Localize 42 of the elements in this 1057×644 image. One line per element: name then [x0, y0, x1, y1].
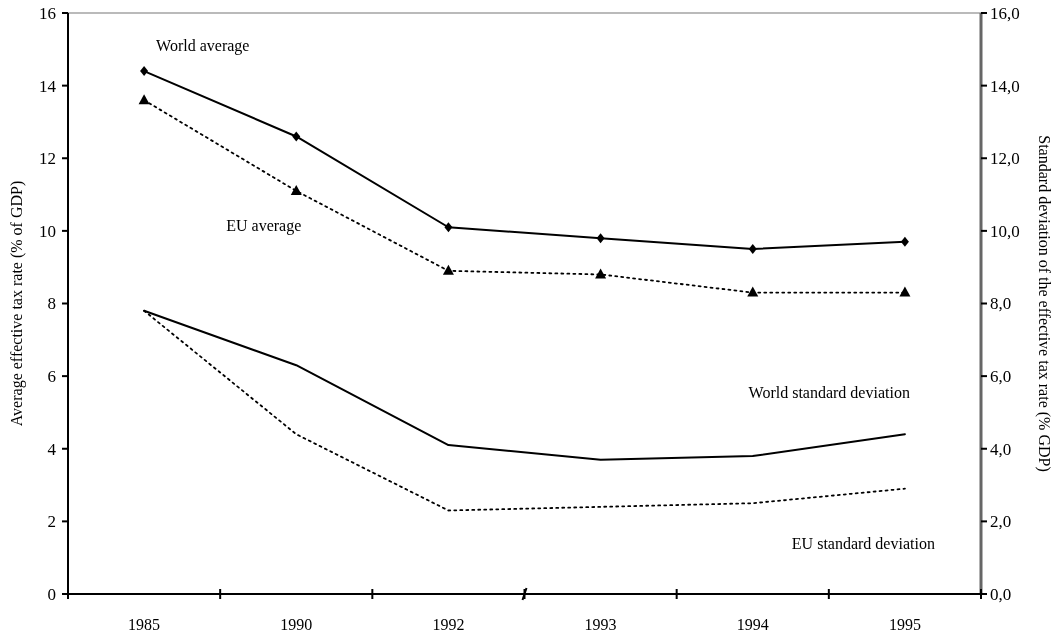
point: [595, 268, 607, 279]
y2-tick-label: 0,0: [990, 584, 1012, 604]
point: [290, 184, 302, 195]
y2-tick-label: 12,0: [990, 149, 1020, 169]
x-tick-label: 1993: [584, 616, 617, 633]
y-tick-label: 10: [39, 221, 56, 241]
series-label: EU average: [226, 216, 302, 235]
text: World standard deviation: [748, 384, 910, 402]
x-tick-label: 1994: [736, 616, 769, 633]
y-tick-label: 8: [47, 294, 56, 314]
point: [442, 264, 454, 275]
y2-tick-label: 16,0: [990, 3, 1020, 23]
point: [899, 286, 911, 297]
y2-tick-label: 8,0: [990, 294, 1012, 314]
x-tick-label: 1990: [280, 616, 313, 633]
y-tick-label: 2: [47, 512, 56, 532]
y-tick-label: 0: [47, 584, 56, 604]
x-tick-label: 1992: [432, 616, 465, 633]
y-tick-label: 14: [39, 76, 57, 96]
x-tick-label: 1985: [128, 616, 161, 633]
point: [138, 94, 150, 105]
y2-tick-label: 6,0: [990, 367, 1012, 387]
text: EU standard deviation: [791, 534, 935, 552]
y2-axis-title: Standard deviation of the effective tax rate (% GDP): [1035, 135, 1053, 472]
point: [900, 236, 909, 247]
y-tick-label: 4: [47, 439, 57, 459]
y-tick-label: 6: [47, 367, 56, 387]
point: [747, 286, 759, 297]
y2-tick-label: 14,0: [990, 76, 1020, 96]
y2-tick-label: 2,0: [990, 512, 1012, 532]
point: [444, 222, 453, 233]
x-tick-label: 1995: [888, 616, 921, 633]
series-label: World average: [156, 37, 250, 56]
point: [596, 233, 605, 244]
y-tick-label: 12: [39, 149, 56, 169]
y-tick-label: 16: [39, 3, 56, 23]
y-axis-title: Average effective tax rate (% of GDP): [8, 180, 26, 427]
point: [748, 244, 757, 255]
point: [140, 66, 149, 77]
y2-tick-label: 10,0: [990, 221, 1020, 241]
y2-tick-label: 4,0: [990, 439, 1012, 459]
point: [292, 131, 301, 142]
